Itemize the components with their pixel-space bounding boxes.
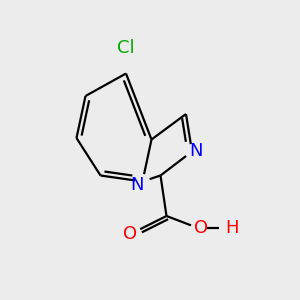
Text: O: O bbox=[123, 225, 138, 243]
Text: N: N bbox=[189, 142, 202, 160]
Text: N: N bbox=[130, 176, 144, 194]
Text: O: O bbox=[194, 219, 208, 237]
Text: H: H bbox=[225, 219, 239, 237]
Text: Cl: Cl bbox=[117, 39, 135, 57]
